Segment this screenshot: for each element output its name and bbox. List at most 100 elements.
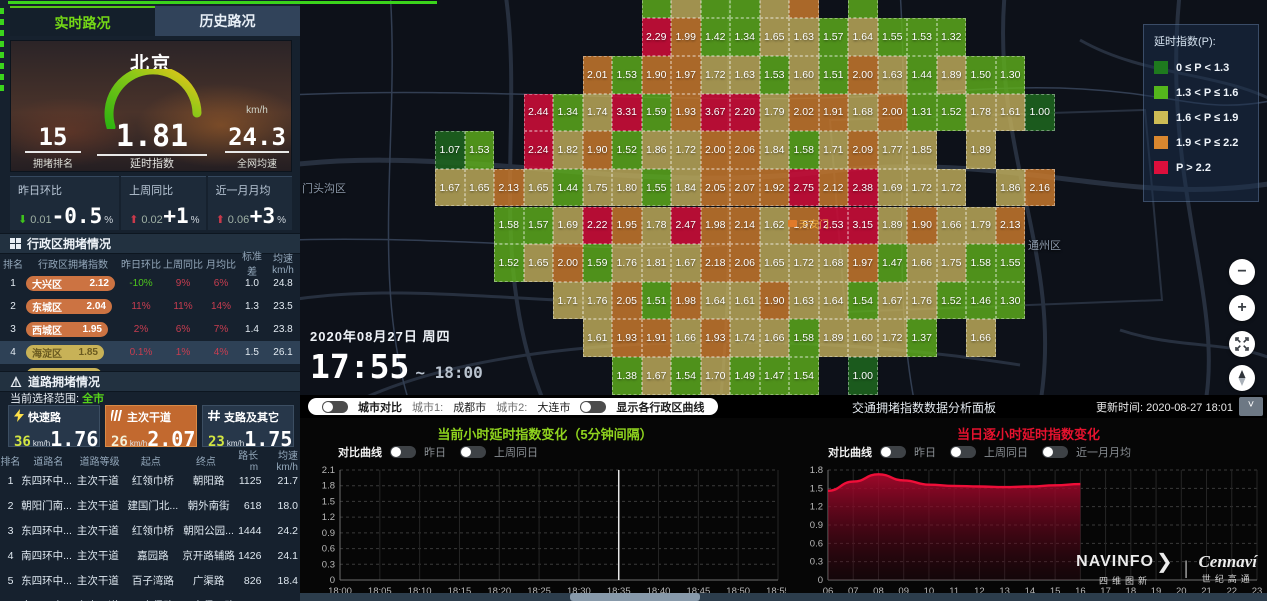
hourly-chart-controls: 对比曲线 昨日 上周同日 近一月月均 (828, 444, 1137, 460)
district-rank: 4 (10, 347, 16, 358)
svg-text:18:25: 18:25 (527, 586, 551, 597)
heat-cell: 2.38 (848, 168, 878, 207)
compass-button[interactable] (1229, 365, 1255, 391)
heat-cell: 3.31 (612, 93, 642, 132)
scope-value[interactable]: 全市 (82, 393, 105, 405)
toggle-left-上周同日[interactable] (460, 446, 486, 458)
district-stddev: 1.3 (245, 301, 259, 312)
heat-cell: 1.82 (553, 131, 583, 169)
road-row-2[interactable]: 2 朝阳门南... 主次干道 建国门北... 朝外南街 618 18.0 (7, 499, 298, 513)
heat-cell: 1.65 (523, 168, 553, 207)
road-row-6[interactable]: 6南四环中... 主次干道马家堡路马家堡西路 80425.6 (0, 593, 300, 601)
svg-text:18:00: 18:00 (328, 586, 352, 597)
district-row-大兴区[interactable]: 1 大兴区 2.12 -10% 9% 6% 1.0 24.8 (0, 272, 300, 295)
heat-cell: 1.66 (936, 206, 966, 245)
heat-cell: 1.30 (995, 281, 1025, 320)
legend-swatch (1154, 161, 1168, 174)
district-row-东城区[interactable]: 2 东城区 2.04 11% 11% 14% 1.3 23.5 (0, 295, 300, 318)
district-week-delta: 1% (175, 347, 191, 358)
svg-text:19: 19 (1151, 586, 1162, 597)
heat-cell: 2.53 (818, 206, 848, 245)
svg-text:11: 11 (949, 586, 959, 597)
road-card-speed: 23 (208, 434, 225, 450)
heat-cell: 1.89 (966, 131, 996, 169)
tab-history-traffic[interactable]: 历史路况 (155, 6, 300, 36)
road-card-index: 1.75 (244, 427, 293, 451)
heat-cell (789, 0, 819, 19)
grid-icon (10, 238, 21, 249)
toggle-right-近一月月均[interactable] (1042, 446, 1068, 458)
hourly-chart-panel: 当日逐小时延时指数变化 对比曲线 昨日 上周同日 近一月月均 0 0.3 0.6 0.9 1.… (790, 418, 1267, 601)
svg-text:18:30: 18:30 (567, 586, 591, 597)
heat-cell: 1.55 (877, 18, 907, 56)
district-row-海淀区[interactable]: 4 海淀区 1.85 0.1% 1% 4% 1.5 26.1 (0, 341, 300, 364)
road-row-3[interactable]: 3 东四环中... 主次干道 红领巾桥 朝阳公园... 1444 24.2 (7, 524, 298, 538)
heat-cell: 2.01 (582, 55, 612, 94)
stat-percent: +3 (249, 204, 276, 228)
svg-text:08: 08 (873, 586, 884, 597)
heat-cell: 1.44 (907, 55, 937, 94)
network-speed-value: 24.3 (225, 123, 289, 153)
stat-percent: -0.5 (51, 204, 103, 228)
hourly-chart-title: 当日逐小时延时指数变化 (956, 427, 1100, 442)
city2-value[interactable]: 大连市 (537, 401, 571, 414)
district-index-bar: 大兴区 2.12 (26, 276, 115, 291)
poi-icon (788, 220, 797, 227)
road-row-5[interactable]: 5 东四环中... 主次干道 百子湾路 广渠路 826 18.4 (7, 574, 298, 588)
svg-text:21: 21 (1201, 586, 1212, 597)
heat-cell: 1.84 (759, 131, 789, 169)
tab-realtime-traffic[interactable]: 实时路况 (10, 6, 155, 36)
city-compare-toggle[interactable] (322, 400, 348, 413)
heat-cell: 1.75 (582, 168, 612, 207)
heat-cell: 1.72 (936, 168, 966, 207)
toggle-right-昨日[interactable] (880, 446, 906, 458)
heat-cell: 1.64 (700, 281, 730, 320)
update-time: 更新时间: 2020-08-27 18:01 (1096, 399, 1233, 415)
district-week-delta: 6% (175, 324, 191, 335)
speed-unit: km/h (246, 105, 268, 116)
congestion-gauge (104, 69, 202, 129)
road-card-1[interactable]: 主次干道 26 km/h 2.07 (105, 405, 197, 451)
heat-cell: 1.72 (789, 244, 819, 282)
stat-cell-2: 近一月月均 ⬆ 0.06 +3 % (207, 176, 292, 230)
map-canvas[interactable]: 2.29 1.99 1.42 1.34 1.65 1.63 1.57 1.64 1.55 1.53… (300, 0, 1267, 395)
update-time-label: 更新时间: (1096, 402, 1144, 414)
heat-cell: 1.90 (907, 206, 937, 245)
district-curves-toggle[interactable] (580, 400, 607, 413)
district-row-西城区[interactable]: 3 西城区 1.95 2% 6% 7% 1.4 23.8 (0, 318, 300, 341)
congestion-rank-value: 15 (25, 123, 81, 153)
collapse-chevron-button[interactable]: ˅ (1239, 397, 1263, 416)
heat-cell: 1.57 (523, 206, 553, 245)
fullscreen-button[interactable] (1229, 331, 1255, 357)
city1-value[interactable]: 成都市 (453, 401, 487, 414)
legend-item-3: 1.9 < P ≤ 2.2 (1154, 136, 1258, 149)
road-card-0[interactable]: 快速路 36 km/h 1.76 (8, 405, 100, 451)
legend-label: P > 2.2 (1176, 161, 1211, 174)
toggle-label: 上周同日 (494, 447, 538, 459)
road-section-header: 道路拥堵情况 (0, 371, 300, 392)
zoom-in-button[interactable]: + (1229, 295, 1255, 321)
heat-cell: 1.74 (730, 319, 760, 358)
toggle-right-上周同日[interactable] (950, 446, 976, 458)
toggle-label: 近一月月均 (1076, 447, 1131, 459)
legend-item-1: 1.3 < P ≤ 1.6 (1154, 86, 1258, 99)
toggle-left-昨日[interactable] (390, 446, 416, 458)
heat-cell: 2.20 (730, 93, 760, 132)
svg-text:0.3: 0.3 (810, 557, 823, 568)
heat-cell: 2.14 (730, 206, 760, 245)
horizontal-scrollbar[interactable] (300, 593, 1267, 601)
heat-cell: 2.06 (730, 131, 760, 169)
scrollbar-thumb[interactable] (570, 593, 700, 601)
heat-cell: 2.00 (877, 93, 907, 132)
road-card-2[interactable]: 支路及其它 23 km/h 1.75 (202, 405, 294, 451)
svg-text:0: 0 (330, 575, 335, 586)
road-row-1[interactable]: 1 东四环中... 主次干道 红领巾桥 朝阳路 1125 21.7 (7, 474, 298, 488)
heat-cell: 1.52 (936, 281, 966, 320)
map-district-label: 门头沟区 (302, 183, 346, 195)
heat-cell: 2.02 (789, 93, 819, 132)
road-row-4[interactable]: 4 南四环中... 主次干道 嘉园路 京开路辅路 1426 24.1 (7, 549, 298, 563)
heat-cell (671, 0, 701, 19)
zoom-out-button[interactable]: − (1229, 259, 1255, 285)
heat-cell: 1.53 (612, 55, 642, 94)
road-card-name: 支路及其它 (224, 412, 279, 424)
